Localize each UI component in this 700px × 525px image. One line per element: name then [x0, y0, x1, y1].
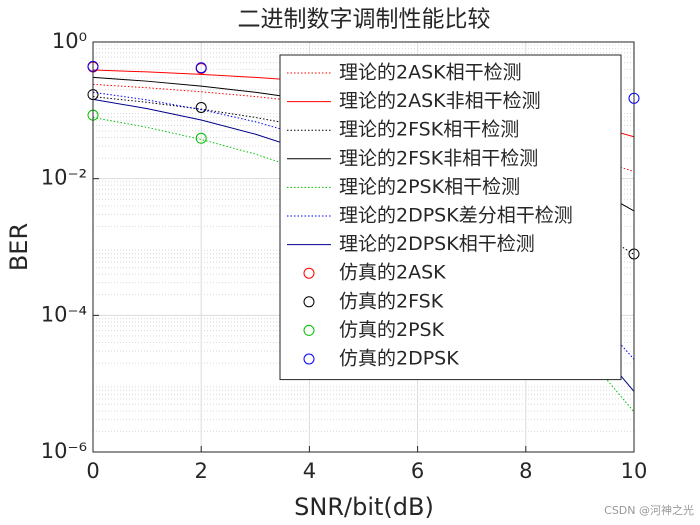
legend-marker — [303, 267, 315, 279]
legend-label: 理论的2DPSK差分相干检测 — [339, 205, 573, 227]
legend-label: 仿真的2DPSK — [339, 348, 459, 370]
legend-label: 仿真的2ASK — [339, 262, 446, 284]
x-tick-label: 6 — [411, 459, 424, 483]
data-point — [195, 132, 207, 144]
legend-label: 仿真的2FSK — [339, 290, 444, 312]
legend-label: 理论的2PSK相干检测 — [339, 176, 520, 198]
legend-label: 理论的2FSK相干检测 — [339, 119, 519, 141]
data-point — [195, 102, 207, 114]
legend-marker — [303, 296, 315, 308]
y-axis-label: BER — [5, 223, 33, 271]
x-tick-label: 10 — [621, 459, 648, 483]
y-tick-label: 10⁻⁶ — [41, 439, 87, 463]
data-point — [195, 62, 207, 74]
legend-marker — [303, 324, 315, 336]
y-tick-label: 10⁻⁴ — [41, 302, 87, 326]
legend-box — [279, 54, 622, 381]
chart-title: 二进制数字调制性能比较 — [238, 7, 491, 33]
plot-frame — [92, 41, 635, 453]
x-axis-label: SNR/bit(dB) — [294, 493, 434, 521]
series-line — [93, 116, 634, 413]
legend-label: 理论的2FSK非相干检测 — [339, 147, 538, 169]
y-tick-label: 10⁰ — [52, 29, 87, 53]
x-tick-label: 2 — [195, 459, 208, 483]
x-tick-label: 4 — [303, 459, 316, 483]
legend-label: 仿真的2PSK — [339, 319, 445, 341]
legend-label: 理论的2DPSK相干检测 — [339, 233, 535, 255]
y-tick-label: 10⁻² — [41, 166, 87, 190]
x-tick-label: 8 — [519, 459, 532, 483]
legend-label: 理论的2ASK非相干检测 — [339, 90, 541, 112]
x-tick-label: 0 — [86, 459, 99, 483]
legend-marker — [303, 353, 315, 365]
watermark: CSDN @河神之光 — [604, 503, 694, 517]
legend-label: 理论的2ASK相干检测 — [339, 62, 522, 84]
